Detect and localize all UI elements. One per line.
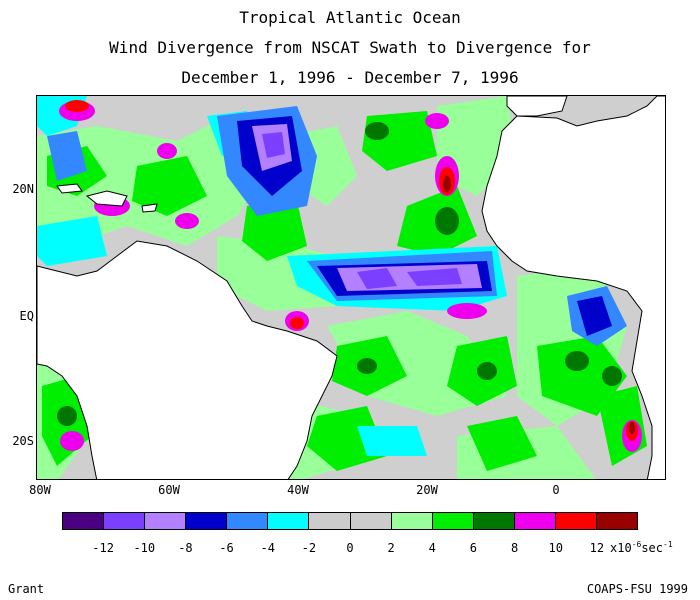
colorbar-tick-label: -12: [92, 541, 114, 555]
colorbar-tick-label: 8: [510, 541, 519, 555]
colorbar-swatch: [350, 513, 392, 529]
title-line-2: Wind Divergence from NSCAT Swath to Dive…: [109, 38, 591, 57]
lon-label-0: 0: [552, 483, 560, 497]
colorbar-tick-label: 10: [548, 541, 563, 555]
colorbar-swatch: [514, 513, 556, 529]
divergence-map: [36, 95, 666, 480]
colorbar-tick-label: 4: [428, 541, 436, 555]
colorbar-swatch: [473, 513, 515, 529]
colorbar-swatch: [227, 513, 269, 529]
colorbar-tick-label: 0: [346, 541, 354, 555]
lat-label-20s: 20S: [12, 434, 34, 448]
field-dark-red: [443, 176, 635, 434]
colorbar-swatch: [432, 513, 474, 529]
colorbar-swatch: [186, 513, 228, 529]
field-purple: [262, 132, 462, 289]
colorbar-swatch: [145, 513, 187, 529]
colorbar-tick-label: -6: [219, 541, 234, 555]
land: [37, 96, 665, 479]
colorbar-swatch: [268, 513, 310, 529]
colorbar: [62, 512, 638, 530]
colorbar-swatch: [391, 513, 433, 529]
lat-label-eq: EQ: [19, 309, 34, 323]
colorbar-swatch: [555, 513, 598, 529]
colorbar-swatch: [597, 513, 638, 529]
field-dark-green: [57, 122, 622, 426]
lon-label-60w: 60W: [158, 483, 180, 497]
colorbar-tick-label: -10: [133, 541, 156, 555]
colorbar-tick-label: -2: [301, 541, 317, 555]
colorbar-unit: x10-6sec-1: [610, 540, 673, 555]
colorbar-swatch: [63, 513, 105, 529]
lat-label-20n: 20N: [12, 182, 34, 196]
colorbar-tick-label: 2: [387, 541, 395, 555]
lon-label-40w: 40W: [287, 483, 309, 497]
title-line-1: Tropical Atlantic Ocean: [239, 8, 461, 27]
map-svg: [37, 96, 665, 479]
colorbar-swatch: [104, 513, 146, 529]
lon-label-20w: 20W: [416, 483, 438, 497]
colorbar-tick-label: -8: [178, 541, 193, 555]
title-line-3: December 1, 1996 - December 7, 1996: [181, 68, 519, 87]
colorbar-tick-label: -4: [260, 541, 275, 555]
colorbar-swatch: [309, 513, 351, 529]
colorbar-tick-label: 6: [469, 541, 478, 555]
lon-label-80w: 80W: [29, 483, 51, 497]
credit-institution: COAPS-FSU 1999: [586, 582, 688, 596]
colorbar-tick-label: 12: [589, 541, 605, 555]
credit-author: Grant: [8, 582, 45, 596]
